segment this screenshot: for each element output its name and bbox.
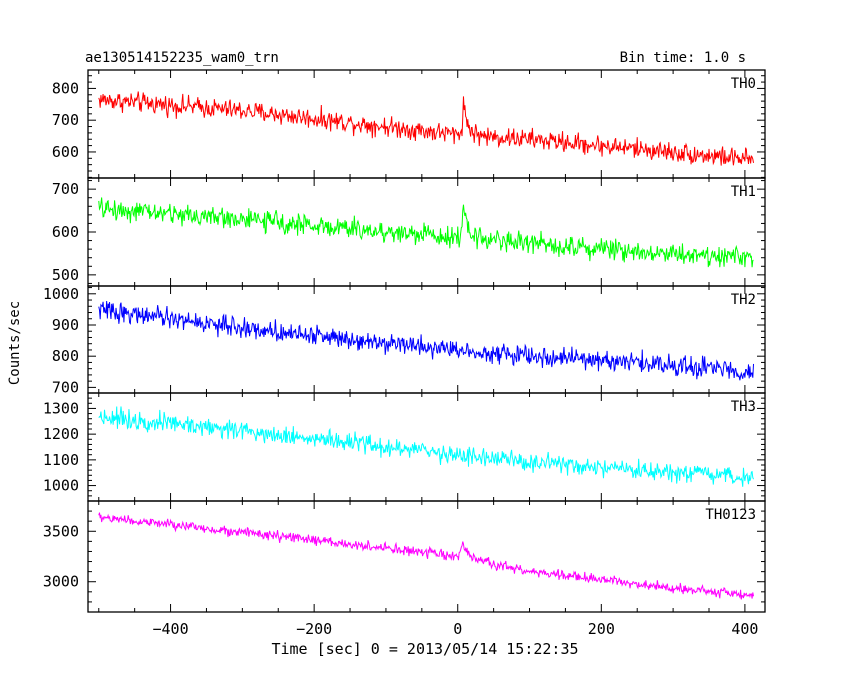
panel-name-label: TH3	[731, 399, 756, 415]
y-tick-label: 800	[52, 347, 79, 365]
panel-name-label: TH1	[731, 184, 756, 200]
panel-frame	[87, 392, 766, 502]
panel-th1: 500 600 700 TH1	[52, 177, 766, 287]
panel-frame	[87, 285, 766, 394]
y-tick-label: 1100	[43, 451, 79, 469]
panel-th0: 600 700 800 TH0	[52, 69, 766, 179]
y-tick-label: 800	[52, 79, 79, 97]
x-axis-label: Time [sec] 0 = 2013/05/14 15:22:35	[271, 640, 578, 658]
y-tick-label: 700	[52, 378, 79, 396]
panel-th0123: 3000 3500 TH0123	[43, 500, 766, 613]
panel-th3: 1000 1100 1200 1300 TH3	[43, 392, 766, 502]
x-tick-label: −400	[152, 620, 188, 638]
panel-name-label: TH0123	[705, 507, 756, 523]
y-axis-label: Counts/sec	[7, 301, 23, 385]
chart-title: ae130514152235_wam0_trn	[85, 50, 279, 66]
panel-th2: 700 800 900 1000 TH2	[43, 285, 766, 396]
y-tick-label: 1000	[43, 477, 79, 495]
panel-frame	[87, 69, 766, 179]
panels-group: 600 700 800 TH0 500 600 700 TH1 700 800 900 1000 TH2…	[43, 69, 766, 638]
y-tick-label: 700	[52, 111, 79, 129]
y-tick-label: 3000	[43, 573, 79, 591]
series-line-th2	[98, 301, 755, 381]
bin-time-label: Bin time: 1.0 s	[620, 50, 746, 66]
x-tick-label: −200	[296, 620, 332, 638]
y-tick-label: 600	[52, 223, 79, 241]
panel-frame	[87, 500, 766, 613]
series-line-th1	[98, 197, 754, 268]
y-tick-label: 1200	[43, 425, 79, 443]
series-line-th0123	[98, 512, 755, 600]
y-tick-label: 1300	[43, 399, 79, 417]
y-tick-label: 1000	[43, 285, 79, 303]
y-tick-label: 500	[52, 266, 79, 284]
y-tick-label: 700	[52, 180, 79, 198]
x-tick-label: 400	[731, 620, 758, 638]
panel-name-label: TH2	[731, 292, 756, 308]
y-tick-label: 900	[52, 316, 79, 334]
series-line-th0	[98, 91, 755, 166]
y-tick-label: 3500	[43, 522, 79, 540]
x-tick-label: 0	[453, 620, 462, 638]
series-line-th3	[98, 406, 754, 487]
x-tick-label: 200	[588, 620, 615, 638]
panel-name-label: TH0	[731, 76, 756, 92]
y-tick-label: 600	[52, 143, 79, 161]
